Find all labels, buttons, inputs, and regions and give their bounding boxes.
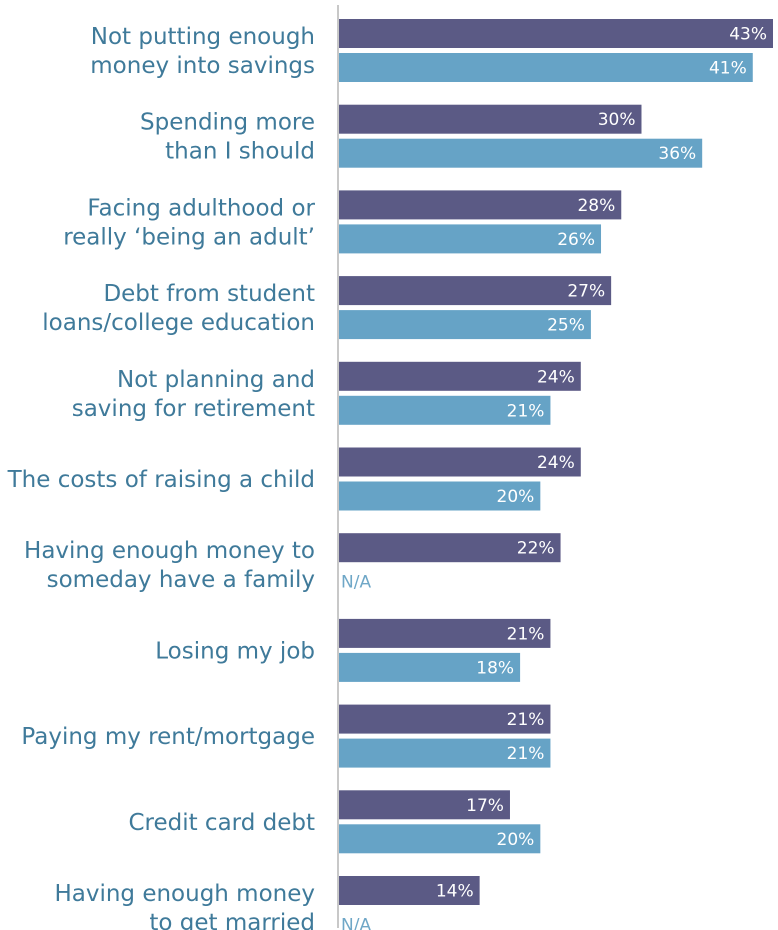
bar-s1-3 [338,190,622,220]
category-labels-group: Not putting enough money into savings Spen… [7,24,316,930]
bar-s1-5 [338,361,581,391]
category-label-4-line-2: loans/college education [42,310,315,336]
bar-value-label-s1-7: 22% [517,539,555,559]
bar-s1-11 [338,876,480,905]
bar-s2-3 [338,224,602,254]
bar-value-label-s2-8: 18% [476,658,514,678]
bars-group: 43%41%30%36%28%26%27%25%24%21%24%20%22%N… [338,19,773,930]
bar-value-label-s1-6: 24% [537,453,575,473]
category-label-11-line-1: Having enough money [54,881,315,907]
bar-s2-10 [338,824,541,854]
bar-s2-1 [338,53,753,82]
na-label-s2-11: N/A [341,916,371,930]
bar-s1-1 [338,19,773,48]
bar-value-label-s2-6: 20% [497,487,535,507]
category-label-9-line-1: Paying my rent/mortgage [21,724,315,750]
category-label-7-line-2: someday have a family [47,567,315,593]
bar-s1-7 [338,533,561,563]
bar-value-label-s1-2: 30% [598,110,636,130]
category-label-4-line-1: Debt from student [103,281,315,307]
bar-value-label-s2-3: 26% [557,230,595,250]
bar-value-label-s2-1: 41% [709,59,747,79]
bar-value-label-s1-5: 24% [537,367,575,387]
bar-value-label-s2-9: 21% [507,744,545,764]
category-label-1-line-2: money into savings [90,53,315,79]
bar-s1-6 [338,447,581,477]
bar-value-label-s2-2: 36% [658,144,696,164]
category-label-1-line-1: Not putting enough [91,24,315,50]
category-label-2-line-1: Spending more [140,110,315,136]
bar-s2-4 [338,310,591,340]
bar-value-label-s1-9: 21% [507,710,545,730]
bar-value-label-s1-1: 43% [729,25,767,45]
bar-s1-10 [338,790,510,820]
category-label-8-line-1: Losing my job [155,638,315,664]
bar-value-label-s2-4: 25% [547,316,585,336]
category-label-3-line-1: Facing adulthood or [87,195,315,221]
category-label-2-line-2: than I should [165,139,315,165]
bar-s1-9 [338,704,551,734]
category-label-6-line-1: The costs of raising a child [7,467,315,493]
bar-s1-4 [338,276,612,306]
bar-s1-8 [338,618,551,648]
bar-s1-2 [338,104,642,134]
bar-s2-9 [338,738,551,768]
category-label-10-line-1: Credit card debt [128,810,315,836]
bar-value-label-s1-10: 17% [466,796,504,816]
category-label-11-line-2: to get married [149,910,315,930]
bar-s2-2 [338,138,703,168]
category-label-5-line-2: saving for retirement [72,396,315,422]
category-label-7-line-1: Having enough money to [24,538,315,564]
bar-value-label-s1-4: 27% [567,282,605,302]
category-label-3-line-2: really ‘being an adult’ [63,224,315,250]
bar-value-label-s2-5: 21% [507,401,545,421]
bar-s2-5 [338,395,551,425]
bar-s2-6 [338,481,541,511]
bar-value-label-s1-8: 21% [507,624,545,644]
bar-s2-8 [338,652,521,682]
bar-value-label-s2-10: 20% [497,830,535,850]
bar-value-label-s1-3: 28% [577,196,615,216]
bar-value-label-s1-11: 14% [436,882,474,902]
category-label-5-line-1: Not planning and [117,367,315,393]
na-label-s2-7: N/A [341,573,371,593]
